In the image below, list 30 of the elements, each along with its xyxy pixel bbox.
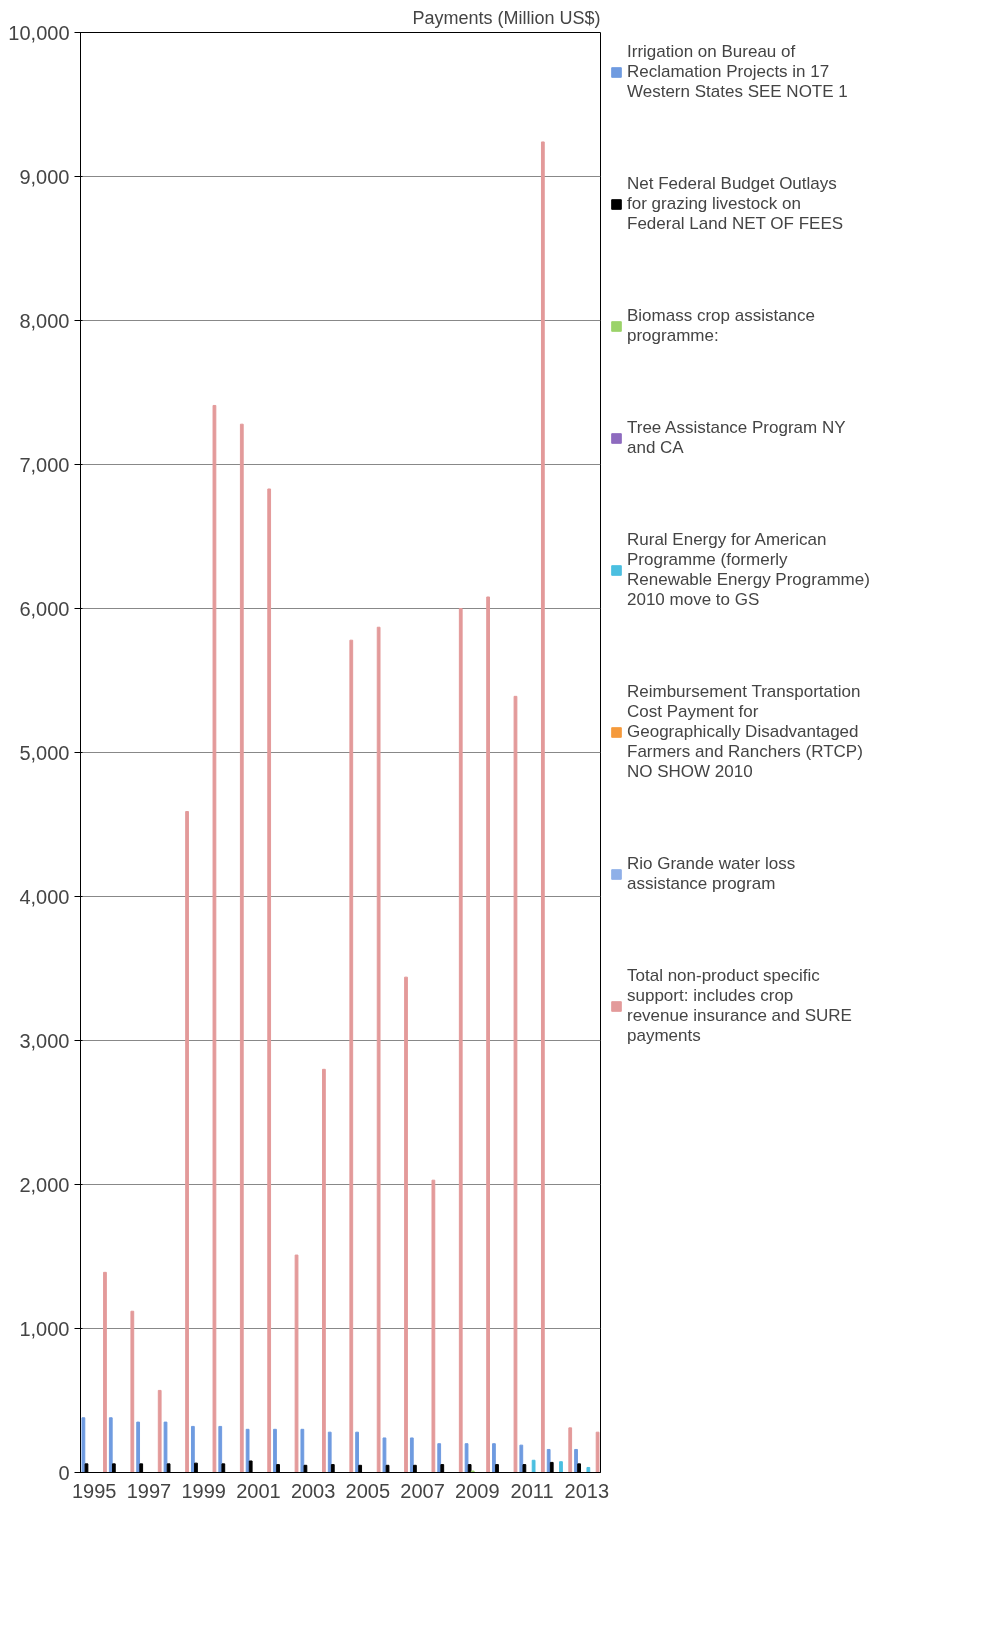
x-tick-label: 1999 (181, 1479, 226, 1502)
x-tick-label: 2007 (400, 1479, 445, 1502)
legend-label: Irrigation on Bureau of Reclamation Projects in 17 Western States SEE NOTE 1 (627, 42, 848, 102)
legend-label: Rural Energy for American Programme (formerly Renewable Energy Programme) 2010 move to GS (627, 530, 870, 610)
x-tick-label: 2009 (455, 1479, 500, 1502)
x-tick-label: 2013 (564, 1479, 610, 1502)
y-tick-label: 8,000 (19, 309, 70, 332)
legend-label: Biomass crop assistance programme: (627, 306, 816, 346)
x-tick-label: 2001 (236, 1479, 281, 1502)
y-tick-label: 2,000 (19, 1173, 70, 1196)
x-tick-label: 1995 (71, 1479, 117, 1502)
x-tick-label: 2003 (290, 1479, 336, 1502)
legend-label: Total non-product specific support: includes crop revenue insurance and SURE payments (627, 966, 852, 1046)
y-tick-label: 5,000 (19, 741, 70, 764)
x-tick-label: 2005 (345, 1479, 391, 1502)
y-tick-label: 10,000 (8, 21, 70, 44)
legend-label: Net Federal Budget Outlays for grazing livestock on Federal Land NET OF FEES (627, 174, 844, 234)
chart-title: Payments (Million US$) (412, 7, 601, 28)
legend-label: Reimbursement Transportation Cost Payment for Geographically Disadvantaged Farmers and Ranchers (RTCP) NO SHOW 2010 (627, 682, 863, 782)
y-tick-label: 1,000 (19, 1317, 70, 1340)
y-tick-label: 4,000 (19, 885, 70, 908)
y-tick-label: 0 (58, 1461, 70, 1484)
y-tick-label: 9,000 (19, 165, 70, 188)
legend-label: Rio Grande water loss assistance program (627, 854, 796, 894)
y-tick-label: 7,000 (19, 453, 70, 476)
x-tick-label: 1997 (126, 1479, 172, 1502)
x-tick-label: 2011 (510, 1479, 554, 1502)
y-tick-label: 3,000 (19, 1029, 70, 1052)
y-tick-label: 6,000 (19, 597, 70, 620)
legend-label: Tree Assistance Program NY and CA (627, 418, 846, 458)
